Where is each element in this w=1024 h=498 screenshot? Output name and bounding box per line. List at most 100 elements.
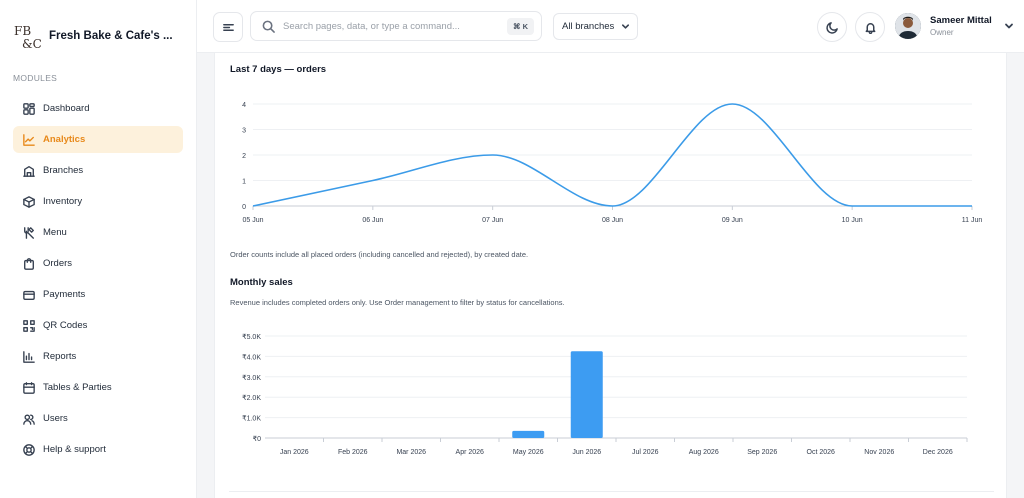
dashboard-icon bbox=[22, 102, 35, 115]
sidebar-item-label: Analytics bbox=[43, 134, 86, 145]
top-header: Search pages, data, or type a command...… bbox=[197, 0, 1024, 53]
sales-chart-note: Revenue includes completed orders only. … bbox=[230, 298, 565, 307]
orders-icon bbox=[22, 257, 35, 270]
bell-icon bbox=[865, 22, 875, 34]
bar-chart-x-tick-label: Dec 2026 bbox=[923, 449, 953, 456]
chevron-down-icon bbox=[1004, 23, 1013, 29]
sidebar-nav: Dashboard Analytics Branches Inventory M… bbox=[13, 95, 183, 467]
search-input[interactable]: Search pages, data, or type a command... bbox=[283, 20, 460, 32]
sidebar-item-qr-codes[interactable]: QR Codes bbox=[13, 312, 183, 339]
bar-chart-x-tick-label: Sep 2026 bbox=[747, 449, 777, 456]
analytics-card: Last 7 days — orders 0 1 2 3 4 05 Jun 06 Jun 07… bbox=[214, 53, 1007, 498]
branch-select[interactable]: All branches bbox=[553, 13, 638, 40]
sales-bar bbox=[512, 430, 545, 438]
orders-chart-title: Last 7 days — orders bbox=[230, 64, 327, 75]
shortcut-badge: ⌘ K bbox=[507, 17, 534, 35]
line-chart-y-tick-label: 4 bbox=[242, 102, 246, 109]
sidebar-item-label: Inventory bbox=[43, 196, 83, 207]
user-name: Sameer Mittal bbox=[930, 15, 992, 26]
tables-icon bbox=[22, 381, 35, 394]
line-chart-x-tick-label: 08 Jun bbox=[602, 217, 623, 224]
sidebar-item-label: Payments bbox=[43, 289, 86, 300]
branch-select-value: All branches bbox=[562, 21, 615, 32]
menu-utensils-icon bbox=[22, 226, 35, 239]
sidebar-item-label: Menu bbox=[43, 227, 67, 238]
section-divider bbox=[229, 491, 994, 492]
brand-logo: FB &C bbox=[13, 21, 41, 51]
notifications-button[interactable] bbox=[855, 12, 885, 42]
sidebar: FB &C Fresh Bake & Cafe's ... MODULES Da… bbox=[0, 0, 197, 498]
line-chart-x-tick-label: 06 Jun bbox=[362, 217, 383, 224]
line-chart-x-tick-label: 05 Jun bbox=[242, 217, 263, 224]
sidebar-item-label: Branches bbox=[43, 165, 84, 176]
sidebar-item-label: Orders bbox=[43, 258, 73, 269]
chevron-down-icon bbox=[622, 24, 630, 29]
bar-chart-x-tick-label: Jun 2026 bbox=[572, 449, 601, 456]
monthly-sales-bar-chart-svg: ₹0 ₹1.0K ₹2.0K ₹3.0K ₹4.0K ₹5.0K Jan 2026 Feb 2… bbox=[242, 333, 968, 456]
line-chart-y-tick-label: 3 bbox=[242, 128, 246, 135]
sales-bar bbox=[570, 351, 603, 438]
sidebar-item-help-support[interactable]: Help & support bbox=[13, 436, 183, 463]
bar-chart-y-tick-label: ₹4.0K bbox=[242, 353, 261, 361]
svg-text:&C: &C bbox=[22, 37, 41, 51]
payments-icon bbox=[22, 288, 35, 301]
reports-icon bbox=[22, 350, 35, 363]
bar-chart-x-tick-label: Aug 2026 bbox=[689, 449, 719, 456]
bar-chart-x-tick-label: May 2026 bbox=[513, 449, 544, 456]
sidebar-item-dashboard[interactable]: Dashboard bbox=[13, 95, 183, 122]
orders-series-line bbox=[252, 103, 972, 207]
orders-chart-note: Order counts include all placed orders (… bbox=[230, 250, 529, 259]
line-chart-y-tick-label: 0 bbox=[242, 204, 246, 211]
line-chart-y-tick-label: 2 bbox=[242, 153, 246, 160]
toggle-sidebar-button[interactable] bbox=[213, 12, 243, 42]
sidebar-item-label: Users bbox=[43, 413, 68, 424]
users-icon bbox=[22, 412, 35, 425]
help-icon bbox=[22, 443, 35, 456]
avatar bbox=[895, 13, 921, 39]
brand[interactable]: FB &C Fresh Bake & Cafe's ... bbox=[13, 20, 173, 52]
svg-text:FB: FB bbox=[14, 24, 31, 38]
sidebar-item-inventory[interactable]: Inventory bbox=[13, 188, 183, 215]
sidebar-item-label: QR Codes bbox=[43, 320, 88, 331]
line-chart-x-tick-label: 07 Jun bbox=[482, 217, 503, 224]
bar-chart-y-tick-label: ₹5.0K bbox=[242, 333, 261, 341]
sidebar-item-branches[interactable]: Branches bbox=[13, 157, 183, 184]
moon-icon bbox=[825, 21, 838, 34]
sidebar-item-reports[interactable]: Reports bbox=[13, 343, 183, 370]
sidebar-item-label: Tables & Parties bbox=[43, 382, 112, 393]
sidebar-item-payments[interactable]: Payments bbox=[13, 281, 183, 308]
hamburger-icon bbox=[222, 23, 234, 31]
inventory-icon bbox=[22, 195, 35, 208]
line-chart-x-tick-label: 11 Jun bbox=[962, 217, 983, 224]
theme-toggle-button[interactable] bbox=[817, 12, 847, 42]
sidebar-item-label: Dashboard bbox=[43, 103, 90, 114]
brand-name: Fresh Bake & Cafe's ... bbox=[49, 30, 173, 42]
bar-chart-x-tick-label: Feb 2026 bbox=[338, 449, 368, 456]
sidebar-item-tables-parties[interactable]: Tables & Parties bbox=[13, 374, 183, 401]
sidebar-item-orders[interactable]: Orders bbox=[13, 250, 183, 277]
sidebar-item-menu[interactable]: Menu bbox=[13, 219, 183, 246]
bar-chart-x-tick-label: Jul 2026 bbox=[632, 449, 659, 456]
bar-chart-y-tick-label: ₹1.0K bbox=[242, 415, 261, 423]
bar-chart-x-tick-label: Oct 2026 bbox=[807, 449, 836, 456]
line-chart-x-tick-label: 10 Jun bbox=[842, 217, 863, 224]
command-search[interactable]: Search pages, data, or type a command...… bbox=[250, 11, 542, 41]
bar-chart-x-tick-label: Nov 2026 bbox=[864, 449, 894, 456]
user-role: Owner bbox=[930, 28, 954, 37]
modules-section-title: MODULES bbox=[13, 73, 58, 83]
orders-line-chart-svg: 0 1 2 3 4 05 Jun 06 Jun 07 Jun 08 Jun 09 Jun 10 Ju… bbox=[242, 102, 983, 224]
user-menu[interactable]: Sameer Mittal Owner bbox=[895, 11, 1014, 41]
sidebar-item-label: Reports bbox=[43, 351, 77, 362]
sidebar-item-users[interactable]: Users bbox=[13, 405, 183, 432]
line-chart-x-tick-label: 09 Jun bbox=[722, 217, 743, 224]
bar-chart-y-tick-label: ₹0 bbox=[253, 435, 261, 443]
sales-chart-title: Monthly sales bbox=[230, 277, 293, 288]
analytics-icon bbox=[22, 133, 35, 146]
sidebar-item-analytics[interactable]: Analytics bbox=[13, 126, 183, 153]
qr-code-icon bbox=[22, 319, 35, 332]
bar-chart-x-tick-label: Apr 2026 bbox=[456, 449, 485, 456]
bar-chart-x-tick-label: Mar 2026 bbox=[396, 449, 426, 456]
line-chart-y-tick-label: 1 bbox=[242, 179, 246, 186]
sidebar-item-label: Help & support bbox=[43, 444, 106, 455]
bar-chart-y-tick-label: ₹2.0K bbox=[242, 394, 261, 402]
